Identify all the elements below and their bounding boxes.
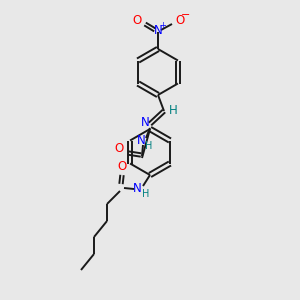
Text: +: + [160, 22, 167, 31]
Text: O: O [176, 14, 184, 28]
Text: O: O [117, 160, 127, 173]
Text: H: H [145, 141, 153, 151]
Text: N: N [154, 25, 162, 38]
Text: H: H [142, 189, 150, 199]
Text: N: N [136, 134, 146, 146]
Text: −: − [181, 10, 191, 20]
Text: O: O [132, 14, 142, 28]
Text: N: N [133, 182, 141, 194]
Text: N: N [141, 116, 149, 130]
Text: H: H [169, 103, 177, 116]
Text: O: O [114, 142, 124, 155]
